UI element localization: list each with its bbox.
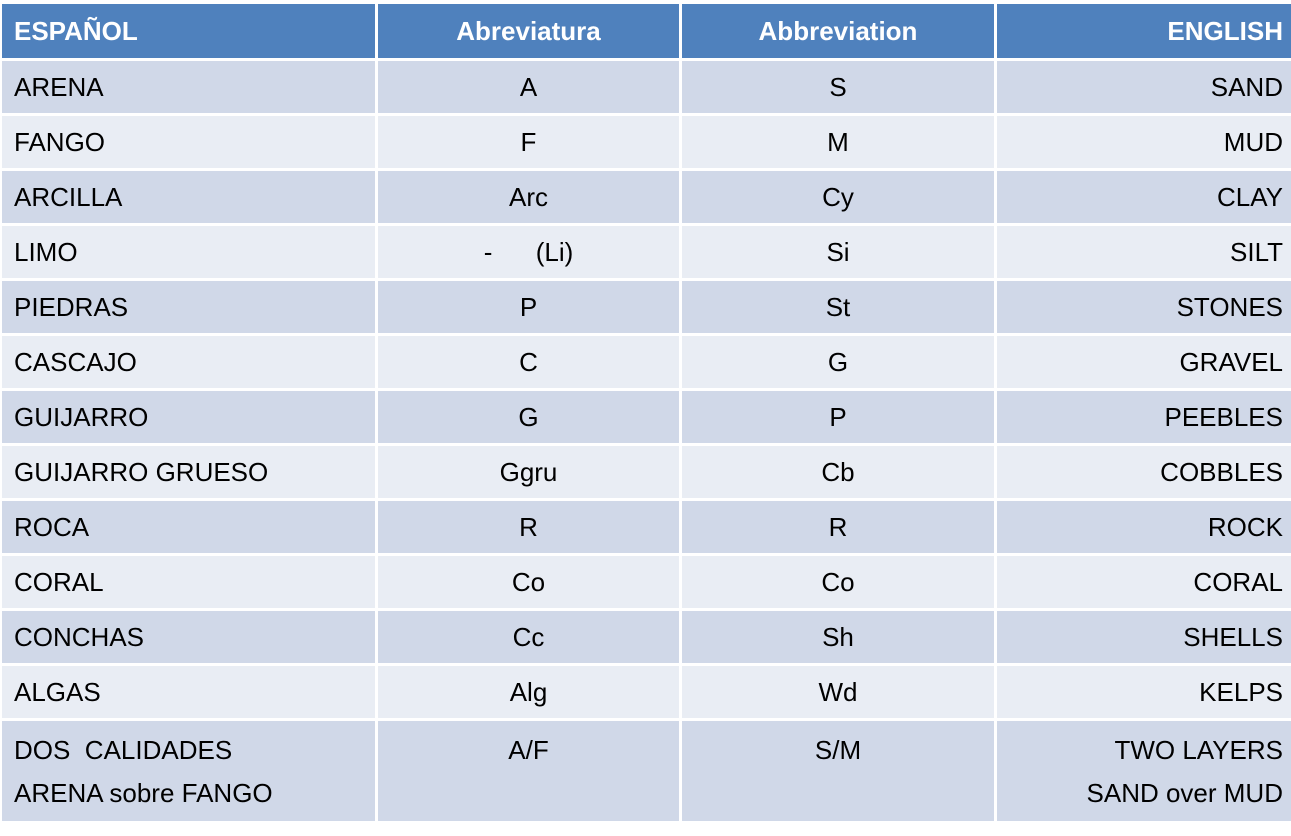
table-cell: CORAL	[2, 556, 375, 608]
table-cell: Ggru	[378, 446, 679, 498]
table-cell: MUD	[997, 116, 1291, 168]
table-cell: Alg	[378, 666, 679, 718]
cell-line: DOS CALIDADES	[14, 735, 233, 765]
table-cell: CONCHAS	[2, 611, 375, 663]
table-cell: S/M	[682, 721, 994, 821]
table-cell: Cb	[682, 446, 994, 498]
table-cell: G	[682, 336, 994, 388]
table-cell: SHELLS	[997, 611, 1291, 663]
table-cell: ROCK	[997, 501, 1291, 553]
table-cell: FANGO	[2, 116, 375, 168]
table-cell: STONES	[997, 281, 1291, 333]
table: ESPAÑOL Abreviatura Abbreviation ENGLISH ARE…	[2, 4, 1291, 821]
table-cell: COBBLES	[997, 446, 1291, 498]
table-cell: Cy	[682, 171, 994, 223]
table-cell: Si	[682, 226, 994, 278]
table-cell: SAND	[997, 61, 1291, 113]
header-cell: ENGLISH	[997, 4, 1291, 58]
table-cell: KELPS	[997, 666, 1291, 718]
header-cell: Abbreviation	[682, 4, 994, 58]
table-cell: ARENA	[2, 61, 375, 113]
table-cell: LIMO	[2, 226, 375, 278]
table-cell: CORAL	[997, 556, 1291, 608]
table-cell: C	[378, 336, 679, 388]
table-cell: A/F	[378, 721, 679, 821]
header-cell: ESPAÑOL	[2, 4, 375, 58]
table-cell: P	[378, 281, 679, 333]
table-cell: ROCA	[2, 501, 375, 553]
table-cell: - (Li)	[378, 226, 679, 278]
table-cell: St	[682, 281, 994, 333]
table-cell: M	[682, 116, 994, 168]
table-cell: DOS CALIDADES ARENA sobre FANGO	[2, 721, 375, 821]
table-cell: Sh	[682, 611, 994, 663]
table-cell: GRAVEL	[997, 336, 1291, 388]
table-cell: GUIJARRO GRUESO	[2, 446, 375, 498]
table-cell: PIEDRAS	[2, 281, 375, 333]
table-cell: SILT	[997, 226, 1291, 278]
table-cell: Arc	[378, 171, 679, 223]
table-cell: ARCILLA	[2, 171, 375, 223]
table-cell: S	[682, 61, 994, 113]
table-cell: F	[378, 116, 679, 168]
table-cell: G	[378, 391, 679, 443]
table-cell: CLAY	[997, 171, 1291, 223]
cell-line: ARENA sobre FANGO	[14, 778, 273, 808]
cell-line: TWO LAYERS	[1114, 735, 1283, 765]
table-cell: GUIJARRO	[2, 391, 375, 443]
table-cell: Co	[378, 556, 679, 608]
table-cell: Wd	[682, 666, 994, 718]
table-cell: CASCAJO	[2, 336, 375, 388]
table-cell: R	[378, 501, 679, 553]
table-cell: ALGAS	[2, 666, 375, 718]
table-cell: P	[682, 391, 994, 443]
header-cell: Abreviatura	[378, 4, 679, 58]
table-cell: R	[682, 501, 994, 553]
table-cell: Co	[682, 556, 994, 608]
table-cell: A	[378, 61, 679, 113]
table-cell: TWO LAYERS SAND over MUD	[997, 721, 1291, 821]
table-cell: Cc	[378, 611, 679, 663]
cell-line: SAND over MUD	[1086, 778, 1283, 808]
table-cell: PEEBLES	[997, 391, 1291, 443]
